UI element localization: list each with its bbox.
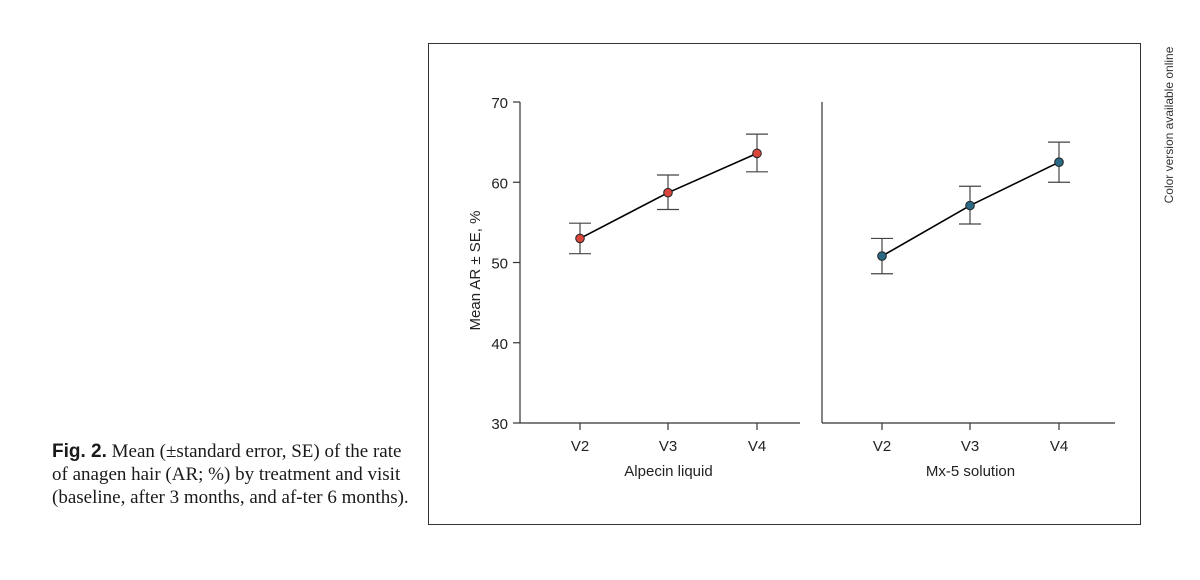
data-point bbox=[663, 187, 673, 198]
y-axis-label: Mean AR ± SE, % bbox=[467, 211, 484, 331]
caption-label: Fig. 2. bbox=[52, 441, 107, 462]
caption-text: Mean (±standard error, SE) of the rate o… bbox=[52, 441, 409, 508]
data-point bbox=[877, 251, 887, 261]
x-tick-label: V3 bbox=[659, 438, 677, 455]
panel-label: Mx-5 solution bbox=[926, 463, 1015, 480]
data-point bbox=[575, 233, 585, 244]
y-tick-label: 30 bbox=[491, 416, 508, 433]
y-tick-label: 60 bbox=[491, 175, 508, 192]
figure-frame bbox=[428, 43, 1141, 525]
x-tick-label: V2 bbox=[873, 438, 891, 455]
data-point bbox=[752, 148, 762, 159]
x-tick-label: V4 bbox=[1050, 438, 1068, 455]
y-tick-label: 40 bbox=[491, 336, 508, 353]
y-tick-label: 70 bbox=[491, 95, 508, 112]
figure-caption: Fig. 2. Mean (±standard error, SE) of th… bbox=[52, 440, 412, 509]
data-point bbox=[1054, 157, 1064, 167]
x-tick-label: V4 bbox=[748, 438, 766, 455]
x-tick-label: V2 bbox=[571, 438, 589, 455]
y-tick-label: 50 bbox=[491, 256, 508, 273]
panel-label: Alpecin liquid bbox=[624, 463, 712, 480]
data-point bbox=[965, 200, 975, 211]
x-tick-label: V3 bbox=[961, 438, 979, 455]
